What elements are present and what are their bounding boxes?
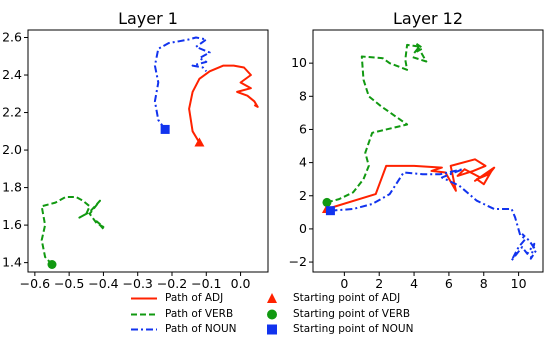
series-line-path-of-adj (326, 158, 496, 210)
start-point-marker (194, 137, 205, 147)
legend-marker (267, 293, 277, 303)
legend-label: Path of VERB (165, 307, 234, 320)
x-tick-label: −0.1 (191, 276, 221, 291)
legend-label: Path of ADJ (165, 292, 224, 304)
series-line-path-of-noun (153, 36, 211, 130)
y-tick-label: 1.4 (2, 255, 22, 270)
legend: Path of ADJ Starting point of ADJ Path of … (125, 290, 421, 338)
legend-marker (267, 324, 277, 335)
y-tick-label: 0 (299, 221, 307, 236)
legend-line-swatch (131, 313, 157, 315)
chart-title: Layer 1 (118, 9, 178, 28)
series-line-path-of-adj (188, 64, 259, 144)
x-tick-label: −0.5 (54, 276, 84, 291)
y-tick-label: −2 (289, 254, 307, 269)
start-point-marker (47, 259, 57, 269)
x-tick-label: 4 (410, 276, 418, 291)
legend-marker-swatch (267, 293, 277, 303)
legend-marker-swatch (267, 309, 277, 319)
chart-panel-2: Layer 12 0 2 4 6 8 10 −2 0 2 4 6 8 10 (289, 9, 544, 291)
legend-label: Starting point of VERB (293, 307, 411, 320)
x-tick-label: 6 (445, 276, 453, 291)
series-line-path-of-verb (326, 42, 428, 204)
series-line-path-of-verb (40, 196, 105, 266)
x-tick-label: 10 (511, 276, 527, 291)
legend-marker (267, 309, 277, 319)
series-line-path-of-noun (330, 168, 537, 262)
y-tick-label: 4 (299, 155, 307, 170)
start-point-marker (325, 206, 335, 216)
chart-title: Layer 12 (393, 9, 463, 28)
chart-panel-1: Layer 1 −0.6 −0.5 −0.4 −0.3 −0.2 −0.1 0.0 1.4 1.6… (2, 9, 269, 291)
x-tick-label: −0.4 (88, 276, 118, 291)
y-tick-label: 2.4 (2, 67, 22, 82)
x-tick-label: 0.0 (231, 276, 251, 291)
y-tick-label: 2.0 (2, 142, 22, 157)
plot-frame (312, 29, 544, 273)
y-tick-label: 2 (299, 188, 307, 203)
x-tick-label: 2 (375, 276, 383, 291)
legend-line-swatch (131, 328, 157, 331)
x-tick-label: −0.2 (157, 276, 187, 291)
y-tick-label: 10 (291, 55, 307, 70)
legend-marker-swatch (267, 324, 277, 335)
y-tick-label: 8 (299, 88, 307, 103)
legend-line-swatch (131, 297, 157, 300)
legend-label: Path of NOUN (165, 323, 237, 335)
start-point-marker (322, 197, 332, 207)
x-tick-label: −0.3 (123, 276, 153, 291)
x-tick-label: 8 (480, 276, 488, 291)
x-tick-label: −0.6 (20, 276, 50, 291)
legend-label: Starting point of NOUN (293, 323, 414, 335)
start-point-marker (160, 124, 170, 134)
x-tick-label: 0 (340, 276, 348, 291)
y-tick-label: 1.8 (2, 180, 22, 195)
y-tick-label: 6 (299, 121, 307, 136)
legend-label: Starting point of ADJ (293, 292, 401, 304)
y-tick-label: 1.6 (2, 217, 22, 232)
plot-frame (27, 29, 269, 273)
y-tick-label: 2.6 (2, 30, 22, 45)
y-tick-label: 2.2 (2, 105, 22, 120)
